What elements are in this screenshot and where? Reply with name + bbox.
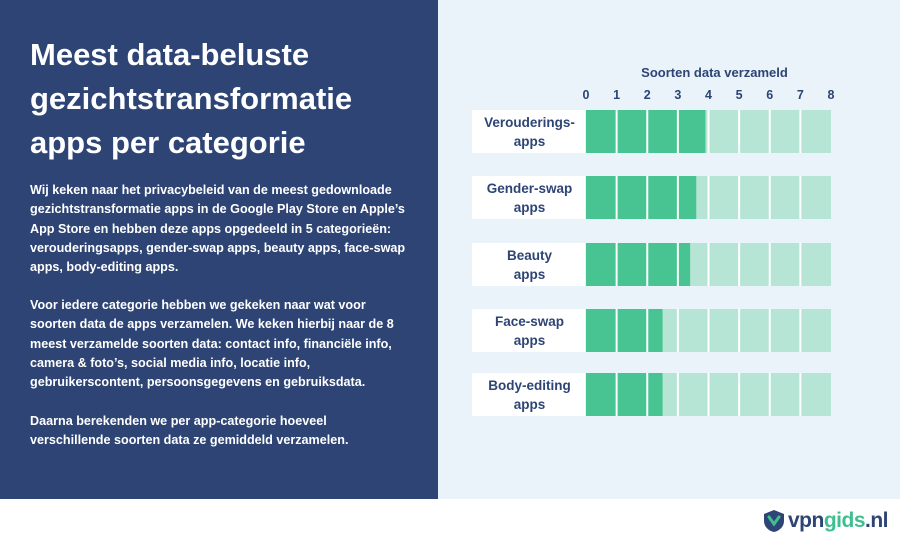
text-line: camera & foto’s, social media info, loca… (30, 355, 311, 370)
method-paragraph: Voor iedere categorie hebben we gekeken … (30, 296, 430, 392)
bar (586, 309, 663, 352)
category-label: Face-swap (495, 314, 564, 329)
category-label: Verouderings- (484, 115, 575, 130)
page-title: Meest data-beluste gezichtstransformatie… (30, 33, 430, 165)
text-line: App Store en hebben deze apps opgedeeld … (30, 221, 392, 236)
text-line: verouderingsapps, gender-swap apps, beau… (30, 240, 406, 255)
category-label: apps (514, 200, 546, 215)
x-tick-label: 5 (736, 88, 743, 102)
category-label-box (472, 176, 585, 219)
category-label: Beauty (507, 248, 553, 263)
text-line: apps, body-editing apps. (30, 260, 179, 275)
category-label-box (472, 110, 585, 153)
text-line: gezichtstransformatie apps in de Google … (30, 202, 405, 217)
x-tick-label: 0 (583, 88, 590, 102)
text-line: gebruikerscontent, persoonsgegevens en g… (30, 375, 366, 390)
title-line: gezichtstransformatie (30, 81, 353, 116)
text-line: Voor iedere categorie hebben we gekeken … (30, 298, 366, 312)
title-line: apps per categorie (30, 125, 306, 160)
logo-wordmark: vpngids.nl (787, 509, 889, 533)
category-label: apps (514, 134, 546, 149)
x-tick-label: 8 (828, 88, 835, 102)
bar (586, 110, 706, 153)
category-label: apps (514, 397, 546, 412)
category-label-box (472, 243, 585, 286)
logo-part-tld: .nl (865, 509, 889, 532)
logo-part-gids: gids (823, 509, 866, 532)
text-line: Wij keken naar het privacybeleid van de … (30, 183, 392, 197)
text-line: Daarna berekenden we per app-categorie h… (30, 414, 327, 428)
x-tick-label: 7 (797, 88, 804, 102)
bar (586, 176, 697, 219)
intro-paragraph: Wij keken naar het privacybeleid van de … (30, 181, 430, 277)
category-label-box (472, 373, 585, 416)
conclusion-paragraph: Daarna berekenden we per app-categorie h… (30, 412, 430, 451)
shield-icon (763, 510, 784, 532)
vpngids-logo[interactable]: vpngids.nl (763, 509, 889, 533)
axis-title: Soorten data verzameld (641, 65, 788, 80)
category-label-box (472, 309, 585, 352)
title-line: Meest data-beluste (30, 37, 310, 72)
category-label: Gender-swap (487, 181, 573, 196)
x-tick-label: 6 (766, 88, 773, 102)
bar (586, 243, 691, 286)
x-tick-label: 4 (705, 88, 712, 102)
footer: vpngids.nl (0, 499, 900, 542)
logo-part-vpn: vpn (787, 509, 824, 532)
chart-panel: Soorten data verzameld 0 1 2 3 4 5 6 7 8 Verouderi… (438, 0, 900, 499)
category-label: apps (514, 333, 546, 348)
text-line: verschillende soorten data ze gemiddeld … (30, 433, 349, 448)
x-tick-label: 1 (613, 88, 620, 102)
category-label: Body-editing (488, 378, 571, 393)
x-tick-label: 3 (674, 88, 681, 102)
intro-panel: Meest data-beluste gezichtstransformatie… (0, 0, 438, 499)
x-tick-label: 2 (644, 88, 651, 102)
text-line: soorten data de apps verzamelen. We keke… (30, 317, 394, 332)
bar-chart: Soorten data verzameld 0 1 2 3 4 5 6 7 8 Verouderi… (472, 65, 835, 416)
text-line: meest verzamelde soorten data: contact i… (30, 336, 392, 351)
category-label: apps (514, 267, 546, 282)
bar (586, 373, 663, 416)
